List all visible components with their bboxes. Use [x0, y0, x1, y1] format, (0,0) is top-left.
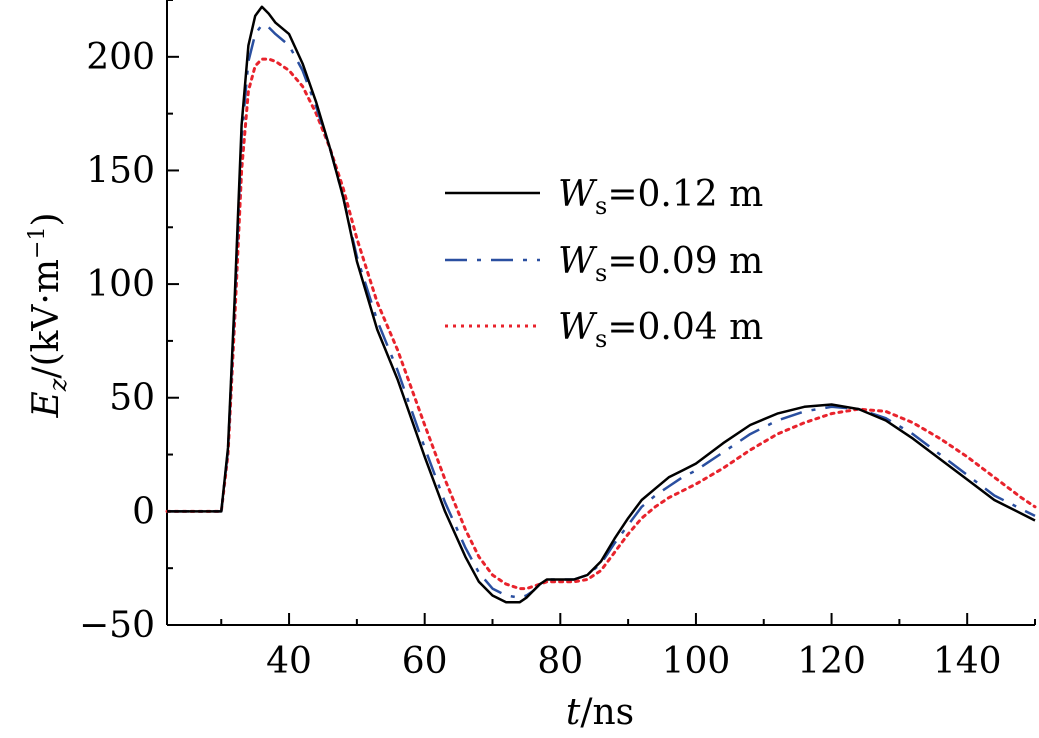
x-tick-label: 80	[537, 641, 583, 682]
y-tick-label: 100	[86, 264, 155, 305]
series-line-2	[165, 57, 1037, 591]
x-tick-label: 120	[797, 641, 866, 682]
x-tick-label: 40	[266, 641, 312, 682]
y-tick-label: −50	[79, 605, 155, 646]
y-axis-title-close: )	[26, 213, 67, 227]
y-axis-title-sub: z	[44, 378, 72, 392]
x-tick-label: 140	[933, 641, 1002, 682]
axes	[166, 0, 1035, 626]
y-tick-label: 50	[109, 378, 155, 419]
series-line-1	[167, 23, 1036, 599]
legend-entry-2: Ws=0.04 m	[445, 307, 763, 353]
x-tick-label: 100	[662, 641, 731, 682]
legend-label-0-sub: s	[595, 192, 607, 220]
series-group	[165, 5, 1037, 604]
ticks	[167, 0, 1036, 626]
y-tick-label: 0	[132, 491, 155, 532]
y-axis-title: Ez/(kV·m−1)	[25, 213, 72, 419]
y-tick-label: 150	[86, 150, 155, 191]
series-line-0	[167, 5, 1036, 604]
legend-label-0-var: W	[558, 174, 598, 215]
legend-label-0-rest: =0.12 m	[607, 174, 763, 215]
x-tick-label: 60	[402, 641, 448, 682]
legend-entry-1: Ws=0.09 m	[445, 241, 763, 287]
legend-label-1-sub: s	[595, 259, 607, 287]
y-tick-label: 200	[86, 37, 155, 78]
legend-label-1-var: W	[558, 241, 598, 282]
x-axis-title-var: t	[566, 692, 581, 733]
y-axis-title-var: E	[26, 391, 67, 418]
legend-label-2: Ws=0.04 m	[558, 307, 763, 353]
legend-label-1-rest: =0.09 m	[607, 241, 763, 282]
legend-label-1: Ws=0.09 m	[558, 241, 763, 287]
legend: Ws=0.12 m Ws=0.09 m Ws=0.04 m	[445, 174, 763, 353]
x-axis-title: t/ns	[566, 692, 634, 733]
legend-label-2-var: W	[558, 307, 598, 348]
legend-label-0: Ws=0.12 m	[558, 174, 763, 220]
legend-entry-0: Ws=0.12 m	[445, 174, 763, 220]
y-axis-title-sup: −1	[25, 227, 50, 259]
tick-labels: 40 60 80 100 120 140 −50 0 50 100 150 200	[79, 37, 1002, 682]
x-axis-title-unit: /ns	[580, 692, 634, 733]
legend-label-2-rest: =0.04 m	[607, 307, 763, 348]
y-axis-title-unit: /(kV·m	[26, 259, 67, 379]
legend-label-2-sub: s	[595, 325, 607, 353]
